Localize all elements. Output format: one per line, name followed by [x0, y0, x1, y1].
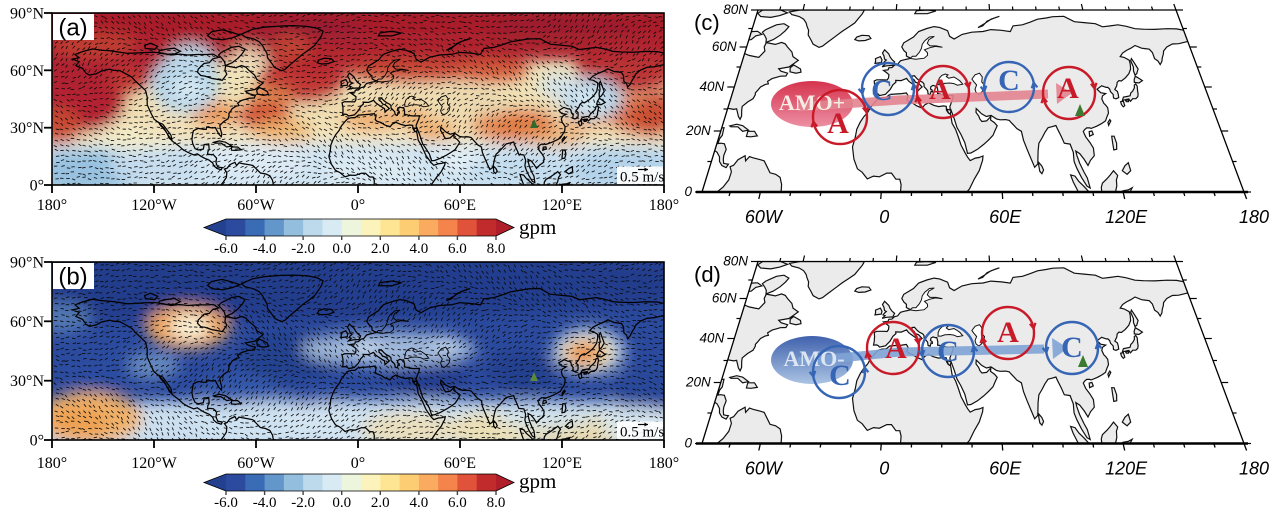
svg-text:60°W: 60°W: [237, 455, 275, 472]
svg-text:4.0: 4.0: [410, 495, 429, 511]
svg-text:2.0: 2.0: [371, 241, 390, 257]
svg-text:60°E: 60°E: [444, 197, 476, 214]
svg-text:120°W: 120°W: [131, 455, 177, 472]
svg-text:60N: 60N: [712, 291, 737, 306]
svg-text:60°W: 60°W: [237, 197, 275, 214]
svg-text:60W: 60W: [745, 207, 784, 227]
svg-text:(a): (a): [58, 15, 87, 42]
svg-text:60°N: 60°N: [10, 314, 44, 331]
svg-text:-4.0: -4.0: [253, 241, 277, 257]
svg-text:8.0: 8.0: [487, 241, 506, 257]
svg-text:C: C: [829, 359, 851, 392]
svg-text:30°N: 30°N: [10, 120, 44, 137]
svg-text:180: 180: [1239, 459, 1269, 479]
svg-text:gpm: gpm: [519, 215, 556, 239]
svg-text:20N: 20N: [685, 375, 711, 390]
svg-text:-6.0: -6.0: [214, 495, 238, 511]
svg-text:120°W: 120°W: [131, 197, 177, 214]
svg-text:gpm: gpm: [519, 469, 556, 493]
svg-text:AMO+: AMO+: [779, 90, 845, 115]
svg-text:180°: 180°: [37, 197, 67, 214]
svg-text:90°N: 90°N: [10, 255, 44, 272]
svg-text:120E: 120E: [1105, 207, 1148, 227]
svg-text:6.0: 6.0: [448, 241, 467, 257]
svg-text:4.0: 4.0: [410, 241, 429, 257]
svg-text:2.0: 2.0: [371, 495, 390, 511]
svg-text:A: A: [827, 107, 849, 140]
svg-text:60°E: 60°E: [444, 455, 476, 472]
svg-text:90°N: 90°N: [10, 6, 44, 23]
svg-text:0: 0: [879, 207, 889, 227]
svg-text:A: A: [885, 332, 907, 365]
svg-text:(d): (d): [694, 262, 721, 287]
svg-text:C: C: [998, 64, 1020, 97]
svg-text:0.5 m/s: 0.5 m/s: [620, 425, 664, 441]
svg-text:30°N: 30°N: [10, 373, 44, 390]
svg-text:0: 0: [684, 436, 692, 451]
svg-text:A: A: [997, 316, 1019, 349]
svg-text:60W: 60W: [745, 459, 784, 479]
svg-text:0°: 0°: [30, 178, 44, 195]
svg-text:80N: 80N: [723, 254, 748, 269]
svg-text:60E: 60E: [989, 207, 1022, 227]
svg-text:C: C: [937, 335, 959, 368]
svg-text:C: C: [1061, 331, 1083, 364]
svg-text:8.0: 8.0: [487, 495, 506, 511]
svg-text:60E: 60E: [989, 459, 1022, 479]
svg-text:20N: 20N: [685, 123, 711, 138]
svg-text:-2.0: -2.0: [291, 495, 315, 511]
svg-text:-2.0: -2.0: [291, 241, 315, 257]
svg-text:0°: 0°: [30, 433, 44, 450]
svg-text:0: 0: [684, 184, 692, 199]
svg-text:180°: 180°: [649, 197, 679, 214]
svg-text:80N: 80N: [723, 2, 748, 17]
svg-text:A: A: [929, 73, 951, 106]
svg-text:120°E: 120°E: [542, 455, 582, 472]
svg-text:60°N: 60°N: [10, 63, 44, 80]
svg-text:(b): (b): [58, 264, 87, 291]
svg-text:0°: 0°: [351, 455, 365, 472]
svg-text:6.0: 6.0: [448, 495, 467, 511]
svg-text:0.0: 0.0: [332, 495, 351, 511]
svg-text:180: 180: [1239, 207, 1269, 227]
svg-text:0°: 0°: [351, 197, 365, 214]
svg-text:120E: 120E: [1105, 459, 1148, 479]
svg-text:180°: 180°: [37, 455, 67, 472]
svg-text:40N: 40N: [700, 79, 725, 94]
svg-text:-4.0: -4.0: [253, 495, 277, 511]
svg-text:0: 0: [879, 459, 889, 479]
svg-text:0.5 m/s: 0.5 m/s: [620, 170, 664, 186]
svg-text:0.0: 0.0: [332, 241, 351, 257]
svg-text:-6.0: -6.0: [214, 241, 238, 257]
svg-text:180°: 180°: [649, 455, 679, 472]
svg-text:60N: 60N: [712, 39, 737, 54]
svg-text:C: C: [871, 74, 893, 107]
svg-text:120°E: 120°E: [542, 197, 582, 214]
svg-text:A: A: [1057, 72, 1079, 105]
svg-text:(c): (c): [694, 10, 720, 35]
svg-text:40N: 40N: [700, 331, 725, 346]
